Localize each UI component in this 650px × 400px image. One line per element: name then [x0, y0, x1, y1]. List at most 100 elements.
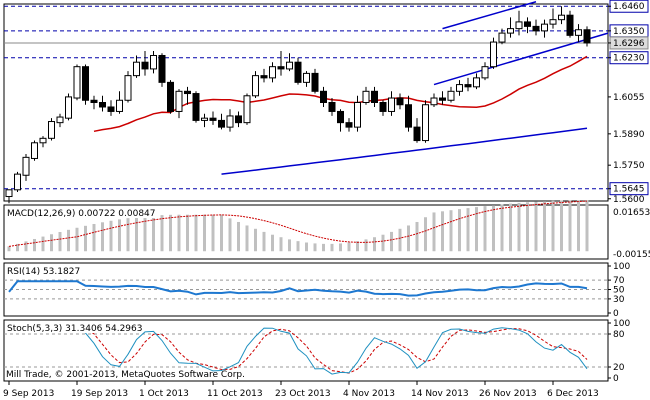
price-tick-label: 1.6055 — [613, 93, 645, 103]
candle-body — [396, 97, 404, 106]
macd-bar — [517, 202, 521, 252]
macd-bar — [339, 243, 342, 252]
candle-body — [201, 117, 208, 121]
time-tick-label: 9 Sep 2013 — [3, 389, 54, 399]
candle-body — [218, 119, 225, 128]
candle-body — [566, 14, 574, 36]
time-tick-label: 11 Oct 2013 — [207, 389, 263, 399]
macd-bar — [135, 217, 138, 252]
macd-bar — [75, 227, 79, 252]
macd-bar — [101, 222, 104, 252]
candle-body — [515, 21, 523, 30]
macd-bar — [551, 200, 555, 252]
candle-body — [252, 75, 259, 97]
candle-body — [150, 54, 157, 70]
candle-body — [99, 102, 106, 108]
rsi-tick-label: 50 — [613, 286, 625, 296]
macd-bar — [296, 241, 300, 252]
macd-tick-label: 0.01653 — [613, 208, 650, 218]
macd-label: MACD(12,26,9) 0.00722 0.00847 — [7, 209, 156, 219]
macd-bar — [466, 208, 470, 252]
price-tick-label: 1.6460 — [613, 2, 645, 12]
candle-body — [464, 84, 472, 88]
time-tick-label: 23 Oct 2013 — [275, 389, 331, 399]
macd-bar — [458, 209, 461, 252]
macd-bar — [492, 205, 495, 252]
candle-body — [48, 121, 55, 139]
macd-bar — [483, 206, 487, 252]
candle-body — [260, 75, 268, 79]
candle-body — [473, 77, 480, 88]
macd-bar — [24, 241, 28, 252]
macd-bar — [398, 228, 402, 252]
candle-body — [73, 66, 81, 99]
rsi-label: RSI(14) 53.1827 — [7, 267, 80, 277]
time-tick-label: 4 Nov 2013 — [343, 389, 395, 399]
candle-body — [490, 41, 497, 68]
macd-bar — [152, 215, 155, 252]
candle-body — [498, 32, 506, 43]
macd-bar — [585, 200, 589, 252]
candle-body — [133, 61, 140, 77]
stoch-tick-label: 100 — [613, 319, 630, 329]
macd-bar — [220, 214, 223, 252]
candle-body — [575, 29, 582, 36]
macd-bar — [16, 243, 19, 252]
candle-body — [549, 19, 557, 25]
macd-bar — [237, 221, 240, 252]
candle-body — [209, 117, 217, 121]
candle-body — [116, 99, 123, 112]
candle-body — [388, 97, 395, 112]
price-tick-label: 1.6296 — [613, 39, 645, 49]
macd-bar — [526, 202, 529, 252]
candle-body — [362, 90, 370, 103]
candle-body — [277, 66, 285, 70]
copyright-text: Mill Trade, © 2001-2013, MetaQuotes Soft… — [6, 370, 245, 380]
stoch-signal-line — [8, 322, 588, 374]
macd-bar — [441, 211, 444, 252]
macd-bar — [169, 214, 172, 252]
macd-bar — [415, 221, 419, 252]
candle-body — [235, 115, 242, 124]
ma-slow-line — [221, 127, 588, 175]
candle-body — [320, 90, 327, 103]
candle-body — [303, 72, 310, 83]
candle-body — [337, 110, 344, 124]
rsi-label-bg — [5, 264, 87, 276]
macd-bar — [92, 223, 96, 252]
candle-body — [158, 54, 166, 83]
candle-body — [371, 90, 378, 103]
macd-bar — [500, 204, 504, 252]
macd-bar — [118, 219, 121, 252]
macd-bar — [330, 243, 334, 252]
macd-bar — [58, 231, 62, 252]
macd-bar — [305, 242, 308, 252]
macd-bar — [211, 214, 215, 252]
candle-body — [82, 66, 89, 101]
price-tick-label: 1.5890 — [613, 130, 645, 140]
rsi-tick-label: 70 — [613, 276, 625, 286]
macd-bar — [356, 241, 359, 252]
macd-bar — [177, 214, 181, 252]
candle-body — [124, 75, 132, 101]
time-tick-label: 6 Dec 2013 — [547, 389, 599, 399]
macd-bar — [432, 212, 436, 252]
rsi-tick-label: 30 — [613, 295, 625, 305]
price-tick-label: 1.5750 — [613, 161, 645, 171]
candle-body — [430, 97, 438, 106]
candle-body — [5, 189, 13, 198]
macd-bar — [424, 217, 427, 252]
macd-bar — [475, 207, 478, 252]
price-tick-label: 1.5645 — [613, 185, 645, 195]
macd-bar — [67, 229, 70, 252]
candle-body — [507, 28, 514, 34]
macd-bar — [254, 228, 257, 252]
macd-bar — [50, 234, 53, 252]
macd-label-bg — [5, 206, 155, 218]
macd-bar — [449, 210, 453, 252]
candle-body — [31, 142, 38, 159]
candle-body — [226, 115, 234, 128]
candle-body — [422, 104, 429, 142]
stoch-tick-label: 0 — [613, 374, 619, 384]
